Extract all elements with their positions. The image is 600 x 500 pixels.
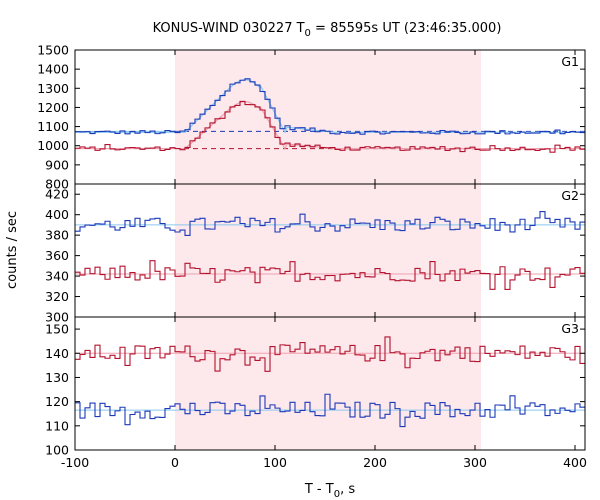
y-tick-label: 100 xyxy=(45,443,69,458)
series-histogram-red xyxy=(75,260,585,290)
series-histogram-red xyxy=(75,336,585,372)
y-tick-label: 340 xyxy=(45,269,69,284)
y-tick-label: 360 xyxy=(45,248,69,263)
y-tick-label: 320 xyxy=(45,289,69,304)
chart-title: KONUS-WIND 030227 T0 = 85595s UT (23:46:… xyxy=(153,21,502,39)
y-tick-label: 1500 xyxy=(37,43,69,58)
y-tick-label: 1400 xyxy=(37,62,69,77)
y-tick-label: 1200 xyxy=(37,100,69,115)
y-tick-label: 1100 xyxy=(37,119,69,134)
panel-label: G2 xyxy=(561,188,579,203)
y-tick-label: 130 xyxy=(45,370,69,385)
y-tick-label: 110 xyxy=(45,418,69,433)
y-tick-label: 400 xyxy=(45,207,69,222)
series-histogram-blue xyxy=(75,78,585,135)
x-tick-label: 300 xyxy=(463,455,487,470)
y-axis-label: counts / sec xyxy=(5,211,20,289)
y-tick-label: 300 xyxy=(45,310,69,325)
y-tick-label: 1000 xyxy=(37,138,69,153)
highlight-interval xyxy=(175,50,481,450)
y-tick-label: 900 xyxy=(45,157,69,172)
y-tick-label: 150 xyxy=(45,322,69,337)
panel-frame xyxy=(74,316,586,451)
y-tick-label: 800 xyxy=(45,177,69,192)
y-tick-label: 1300 xyxy=(37,81,69,96)
series-histogram-red xyxy=(75,100,585,153)
x-tick-label: 100 xyxy=(263,455,287,470)
x-tick-label: 200 xyxy=(363,455,387,470)
x-tick-label: 400 xyxy=(563,455,587,470)
series-histogram-blue xyxy=(75,393,585,428)
y-tick-label: 380 xyxy=(45,228,69,243)
y-tick-label: 420 xyxy=(45,187,69,202)
panel-label: G1 xyxy=(561,54,579,69)
y-tick-label: 140 xyxy=(45,346,69,361)
x-tick-label: 0 xyxy=(171,455,179,470)
panel-label: G3 xyxy=(561,321,579,336)
x-tick-label: -100 xyxy=(61,455,89,470)
series-histogram-blue xyxy=(75,210,585,236)
y-tick-label: 120 xyxy=(45,394,69,409)
x-axis-label: T - T0, s xyxy=(304,482,355,500)
